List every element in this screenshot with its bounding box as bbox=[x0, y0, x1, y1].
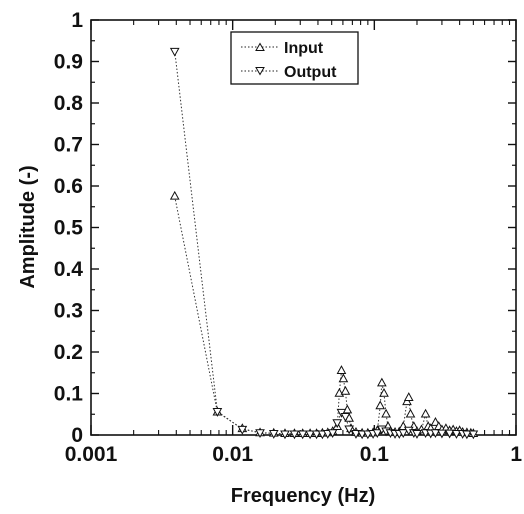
x-tick-label: 1 bbox=[510, 443, 522, 466]
data-point-output bbox=[212, 408, 223, 417]
y-axis: 0 0.1 0.2 0.3 0.4 0.5 0.6 0.7 0.8 0.9 1 bbox=[54, 9, 516, 447]
data-point-input bbox=[405, 408, 416, 418]
data-point-output bbox=[451, 430, 462, 439]
y-tick-label: 0 bbox=[71, 424, 83, 447]
y-tick-label: 0.4 bbox=[54, 258, 84, 281]
data-point-output bbox=[398, 429, 409, 439]
legend-label-input: Input bbox=[284, 40, 324, 57]
data-point-input bbox=[377, 377, 387, 387]
x-axis-label: Frequency (Hz) bbox=[231, 485, 375, 507]
data-point-output bbox=[255, 429, 265, 439]
x-tick-label: 0.01 bbox=[212, 443, 253, 466]
data-point-output bbox=[311, 430, 322, 440]
data-point-output bbox=[344, 425, 354, 435]
legend-label-output: Output bbox=[284, 64, 337, 81]
y-tick-label: 0.7 bbox=[54, 134, 83, 157]
data-point-output bbox=[305, 430, 315, 440]
data-point-output bbox=[430, 429, 441, 439]
data-point-output bbox=[237, 425, 248, 435]
y-tick-label: 0.2 bbox=[54, 341, 83, 364]
data-point-output bbox=[289, 430, 300, 440]
data-point-input bbox=[379, 387, 389, 397]
data-point-input bbox=[420, 408, 431, 418]
data-point-input bbox=[338, 373, 349, 383]
legend-marker-output bbox=[255, 67, 265, 76]
y-tick-label: 0.5 bbox=[54, 217, 84, 240]
data-point-output bbox=[297, 430, 308, 440]
data-point-output bbox=[351, 430, 361, 439]
data-point-input bbox=[375, 400, 386, 410]
x-tick-label: 0.1 bbox=[360, 443, 390, 466]
x-tick-label: 0.001 bbox=[65, 443, 118, 466]
series-output bbox=[169, 47, 479, 440]
series-line-output bbox=[174, 51, 474, 435]
data-point-output bbox=[268, 430, 279, 439]
y-tick-label: 0.9 bbox=[54, 51, 83, 74]
y-tick-label: 0.8 bbox=[54, 92, 84, 115]
data-point-output bbox=[280, 430, 290, 440]
data-point-output bbox=[444, 429, 455, 439]
data-point-input bbox=[336, 365, 347, 374]
data-point-output bbox=[327, 429, 338, 439]
y-axis-label: Amplitude (-) bbox=[17, 165, 39, 288]
x-axis: 0.001 0.01 0.1 1 bbox=[65, 20, 522, 466]
data-point-output bbox=[412, 430, 422, 439]
data-point-input bbox=[169, 190, 180, 200]
y-tick-label: 1 bbox=[71, 9, 83, 32]
data-point-input bbox=[381, 408, 391, 418]
series-layer bbox=[169, 47, 479, 440]
data-point-input bbox=[430, 417, 441, 426]
series-line-input bbox=[174, 196, 474, 435]
data-point-output bbox=[340, 413, 351, 422]
data-point-output bbox=[169, 47, 180, 57]
data-point-output bbox=[357, 430, 367, 440]
data-point-input bbox=[403, 392, 414, 401]
y-tick-label: 0.6 bbox=[54, 175, 83, 198]
data-point-output bbox=[372, 429, 383, 439]
data-point-output bbox=[468, 430, 479, 440]
legend-marker-input bbox=[255, 42, 265, 51]
legend: Input Output bbox=[230, 31, 359, 85]
legend-box bbox=[230, 31, 359, 85]
data-point-output bbox=[462, 430, 472, 440]
series-input bbox=[169, 190, 479, 438]
data-point-output bbox=[437, 429, 447, 439]
data-point-input bbox=[340, 385, 351, 395]
y-tick-label: 0.1 bbox=[54, 383, 84, 406]
data-point-output bbox=[332, 419, 343, 429]
y-tick-label: 0.3 bbox=[54, 300, 83, 323]
